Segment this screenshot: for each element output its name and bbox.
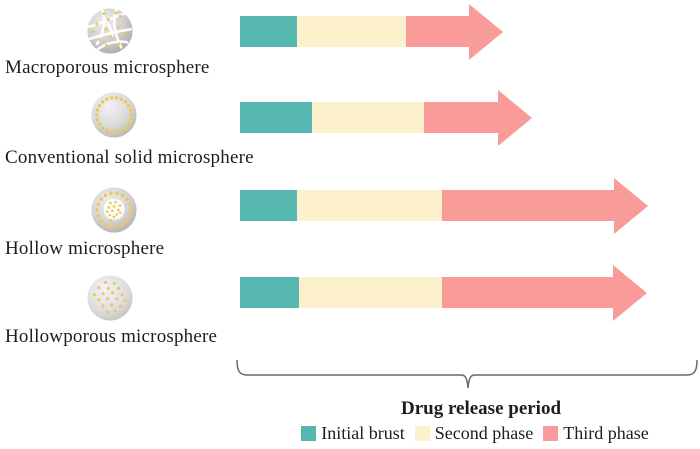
drug-release-period-brace bbox=[236, 359, 698, 389]
initial-burst-segment bbox=[240, 190, 297, 221]
microsphere-label: Hollowporous microsphere bbox=[5, 326, 218, 347]
third-phase-segment bbox=[406, 16, 469, 47]
caption: Drug release period bbox=[400, 398, 562, 419]
conventional-solid-microsphere-icon bbox=[88, 89, 140, 141]
legend-label: Initial brust bbox=[321, 423, 405, 443]
legend-item-second-phase: Second phase bbox=[414, 423, 534, 444]
arrow-head-icon bbox=[613, 264, 647, 321]
release-timeline-arrow bbox=[240, 177, 648, 234]
microsphere-label: Macroporous microsphere bbox=[5, 57, 210, 78]
second-phase-swatch bbox=[414, 426, 430, 441]
second-phase-segment bbox=[297, 190, 442, 221]
arrow-head-icon bbox=[498, 89, 532, 146]
release-timeline-arrow bbox=[240, 264, 647, 321]
hollow-microsphere-icon bbox=[88, 184, 140, 236]
hollowporous-microsphere-icon bbox=[84, 272, 136, 324]
legend-label: Third phase bbox=[563, 423, 649, 443]
legend: Initial brust Second phase Third phase bbox=[240, 423, 700, 444]
third-phase-segment bbox=[424, 102, 498, 133]
second-phase-segment bbox=[297, 16, 406, 47]
legend-item-third-phase: Third phase bbox=[543, 423, 649, 444]
second-phase-segment bbox=[312, 102, 424, 133]
arrow-head-icon bbox=[469, 3, 503, 60]
third-phase-swatch bbox=[543, 426, 559, 441]
third-phase-segment bbox=[442, 190, 614, 221]
second-phase-segment bbox=[299, 277, 442, 308]
microsphere-label: Hollow microsphere bbox=[5, 238, 165, 259]
legend-item-initial-burst: Initial brust bbox=[301, 423, 405, 444]
release-timeline-arrow bbox=[240, 3, 503, 60]
third-phase-segment bbox=[442, 277, 613, 308]
legend-label: Second phase bbox=[434, 423, 534, 443]
microsphere-label: Conventional solid microsphere bbox=[5, 147, 254, 168]
initial-burst-segment bbox=[240, 16, 297, 47]
initial-burst-segment bbox=[240, 102, 312, 133]
initial-burst-swatch bbox=[301, 426, 317, 441]
arrow-head-icon bbox=[614, 177, 648, 234]
release-timeline-arrow bbox=[240, 89, 532, 146]
initial-burst-segment bbox=[240, 277, 299, 308]
macroporous-microsphere-icon bbox=[84, 5, 136, 57]
